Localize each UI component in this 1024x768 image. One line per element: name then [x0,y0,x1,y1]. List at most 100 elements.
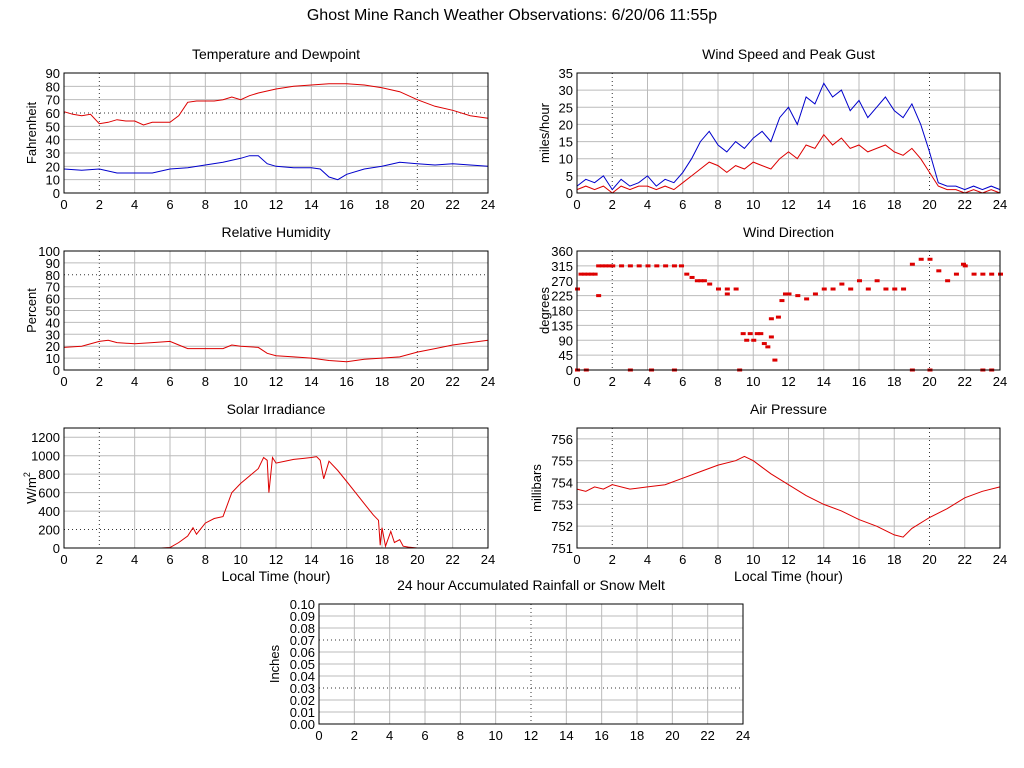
y-tick-label: 360 [551,244,573,259]
x-tick-label: 22 [445,197,459,212]
x-tick-label: 12 [781,552,795,567]
series-line [63,339,489,363]
x-tick-label: 20 [922,552,936,567]
y-tick-label: 1000 [31,449,60,464]
data-point [795,294,801,298]
chart-wdir: 0 2 4 6 8 10 12 14 16 18 20 22 240459013518022527031… [537,224,1007,389]
y-tick-label: 15 [559,135,573,150]
data-point [684,272,690,276]
data-point [578,272,584,276]
series-line [64,455,488,549]
data-point [765,345,771,349]
x-tick-label: 0 [573,197,580,212]
x-tick-label: 24 [993,197,1007,212]
x-tick-label: 20 [665,728,679,743]
x-tick-label: 6 [166,374,173,389]
chart-title: Solar Irradiance [227,401,326,417]
chart-temp: 0 2 4 6 8 10 12 14 16 18 20 22 240102030405060708090… [24,46,495,212]
data-point [744,338,750,342]
y-tick-label: 0.08 [290,621,315,636]
x-tick-label: 4 [644,197,651,212]
x-tick-label: 0 [315,728,322,743]
data-point [953,272,959,276]
data-point [892,287,898,291]
x-tick-label: 8 [457,728,464,743]
data-point [962,264,968,268]
x-tick-label: 16 [339,374,353,389]
x-tick-label: 8 [714,374,721,389]
x-tick-label: 18 [887,374,901,389]
y-tick-label: 50 [46,304,60,319]
y-tick-label: 100 [38,244,60,259]
y-tick-label: 200 [38,523,60,538]
data-point [747,332,753,336]
series-line [576,133,1001,194]
data-point [758,332,764,336]
y-tick-label: 30 [46,146,60,161]
data-point [874,279,880,283]
x-tick-label: 2 [96,197,103,212]
series-line [576,455,1001,538]
x-tick-label: 24 [993,552,1007,567]
y-tick-label: 20 [559,117,573,132]
data-point [636,264,642,268]
data-point [804,297,810,301]
x-tick-label: 18 [375,197,389,212]
y-axis-label: degrees [537,287,552,334]
data-point [980,272,986,276]
data-point [772,358,778,362]
data-point [596,294,602,298]
x-tick-label: 22 [445,552,459,567]
series-line [63,155,489,181]
x-tick-label: 20 [410,197,424,212]
data-point [761,342,767,346]
y-tick-label: 0.10 [290,597,315,612]
y-tick-label: 225 [551,289,573,304]
data-point [596,264,602,268]
plot-border [63,250,489,371]
x-tick-label: 12 [524,728,538,743]
data-point [733,287,739,291]
y-axis-label: Fahrenheit [24,102,39,165]
chart-title: Temperature and Dewpoint [192,46,360,62]
data-point [865,287,871,291]
data-point [989,272,995,276]
y-tick-label: 0 [566,363,573,378]
x-tick-label: 20 [410,374,424,389]
y-tick-label: 0 [566,186,573,201]
chart-rain: 0 2 4 6 8 10 12 14 16 18 20 22 240.000.010.020.030.0… [267,577,750,743]
x-tick-label: 18 [375,374,389,389]
x-tick-label: 24 [993,374,1007,389]
data-point [740,332,746,336]
x-tick-label: 16 [852,197,866,212]
y-tick-label: 600 [38,486,60,501]
x-tick-label: 4 [644,374,651,389]
x-tick-label: 24 [481,374,495,389]
x-tick-label: 4 [131,552,138,567]
x-tick-label: 10 [746,197,760,212]
y-tick-label: 80 [46,79,60,94]
x-tick-label: 4 [386,728,393,743]
x-tick-label: 16 [852,552,866,567]
x-tick-label: 20 [922,197,936,212]
data-point [663,264,669,268]
data-point [768,317,774,321]
x-tick-label: 4 [644,552,651,567]
x-tick-label: 6 [679,374,686,389]
data-point [645,264,651,268]
x-tick-label: 16 [594,728,608,743]
chart-solar: 0 2 4 6 8 10 12 14 16 18 20 22 240200400600800100012… [22,401,495,584]
x-tick-label: 22 [445,374,459,389]
x-tick-label: 18 [887,197,901,212]
data-point [848,287,854,291]
y-tick-label: 25 [559,100,573,115]
x-tick-label: 4 [131,197,138,212]
x-tick-label: 6 [679,552,686,567]
x-tick-label: 8 [202,374,209,389]
x-tick-label: 14 [304,374,318,389]
x-tick-label: 22 [958,552,972,567]
y-tick-label: 754 [551,476,573,491]
data-point [654,264,660,268]
y-tick-label: 756 [551,432,573,447]
x-axis-label: Local Time (hour) [222,568,331,584]
